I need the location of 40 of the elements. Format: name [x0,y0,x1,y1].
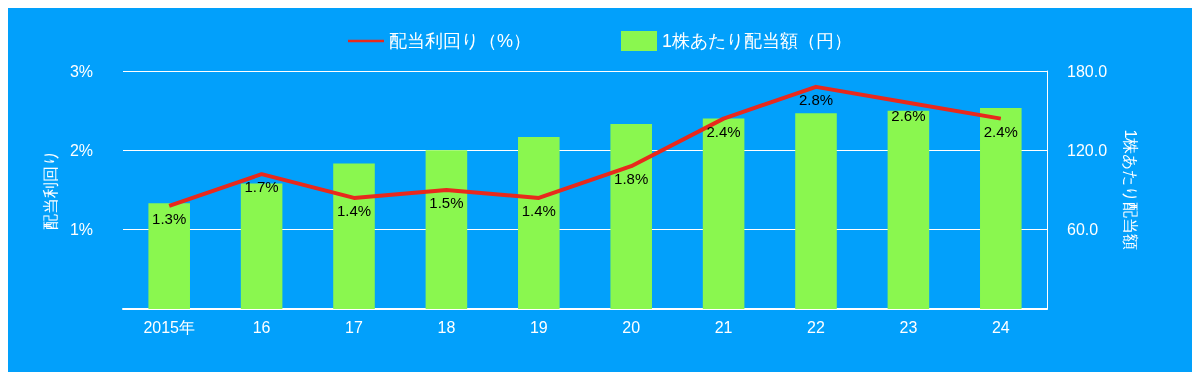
y2-tick-label: 120.0 [1067,141,1108,159]
bar [610,123,652,309]
x-tick-label: 22 [807,318,825,336]
data-label: 2.4% [706,122,741,140]
data-label: 2.6% [891,106,926,124]
x-tick-label: 17 [345,318,363,336]
y2-tick-label: 60.0 [1067,221,1099,239]
bar [795,113,837,309]
bar [518,137,560,309]
bar [240,183,283,309]
data-label: 1.3% [152,209,187,227]
data-label: 1.4% [336,201,372,219]
bar [702,118,745,309]
bar [980,108,1022,309]
x-tick-label: 24 [991,318,1010,336]
legend-label: 1株あたり配当額（円） [662,31,853,51]
bar [333,163,375,309]
bar [425,150,468,309]
x-tick-label: 2015年 [143,318,195,336]
x-tick-label: 18 [437,318,456,336]
y-tick-label: 3% [69,62,93,80]
y-tick-label: 2% [69,141,93,159]
data-label: 1.7% [244,178,279,196]
data-label: 2.8% [798,90,834,108]
data-label: 1.5% [429,194,464,211]
y2-tick-label: 180.0 [1067,62,1108,80]
data-label: 2.4% [983,122,1018,140]
x-tick-label: 21 [714,318,733,336]
x-tick-label: 23 [899,318,918,336]
x-tick-label: 20 [622,318,641,336]
bar [887,110,930,309]
y-axis-title: 配当利回り [42,150,60,230]
data-label: 1.8% [614,170,649,188]
data-label: 1.4% [521,201,556,219]
bar [148,203,190,309]
x-tick-label: 16 [252,318,271,336]
legend-label: 配当利回り（%） [388,31,532,51]
y2-axis-title: 1株あたり配当額 [1121,129,1139,251]
x-tick-label: 19 [529,318,548,336]
y-tick-label: 1% [69,221,93,239]
